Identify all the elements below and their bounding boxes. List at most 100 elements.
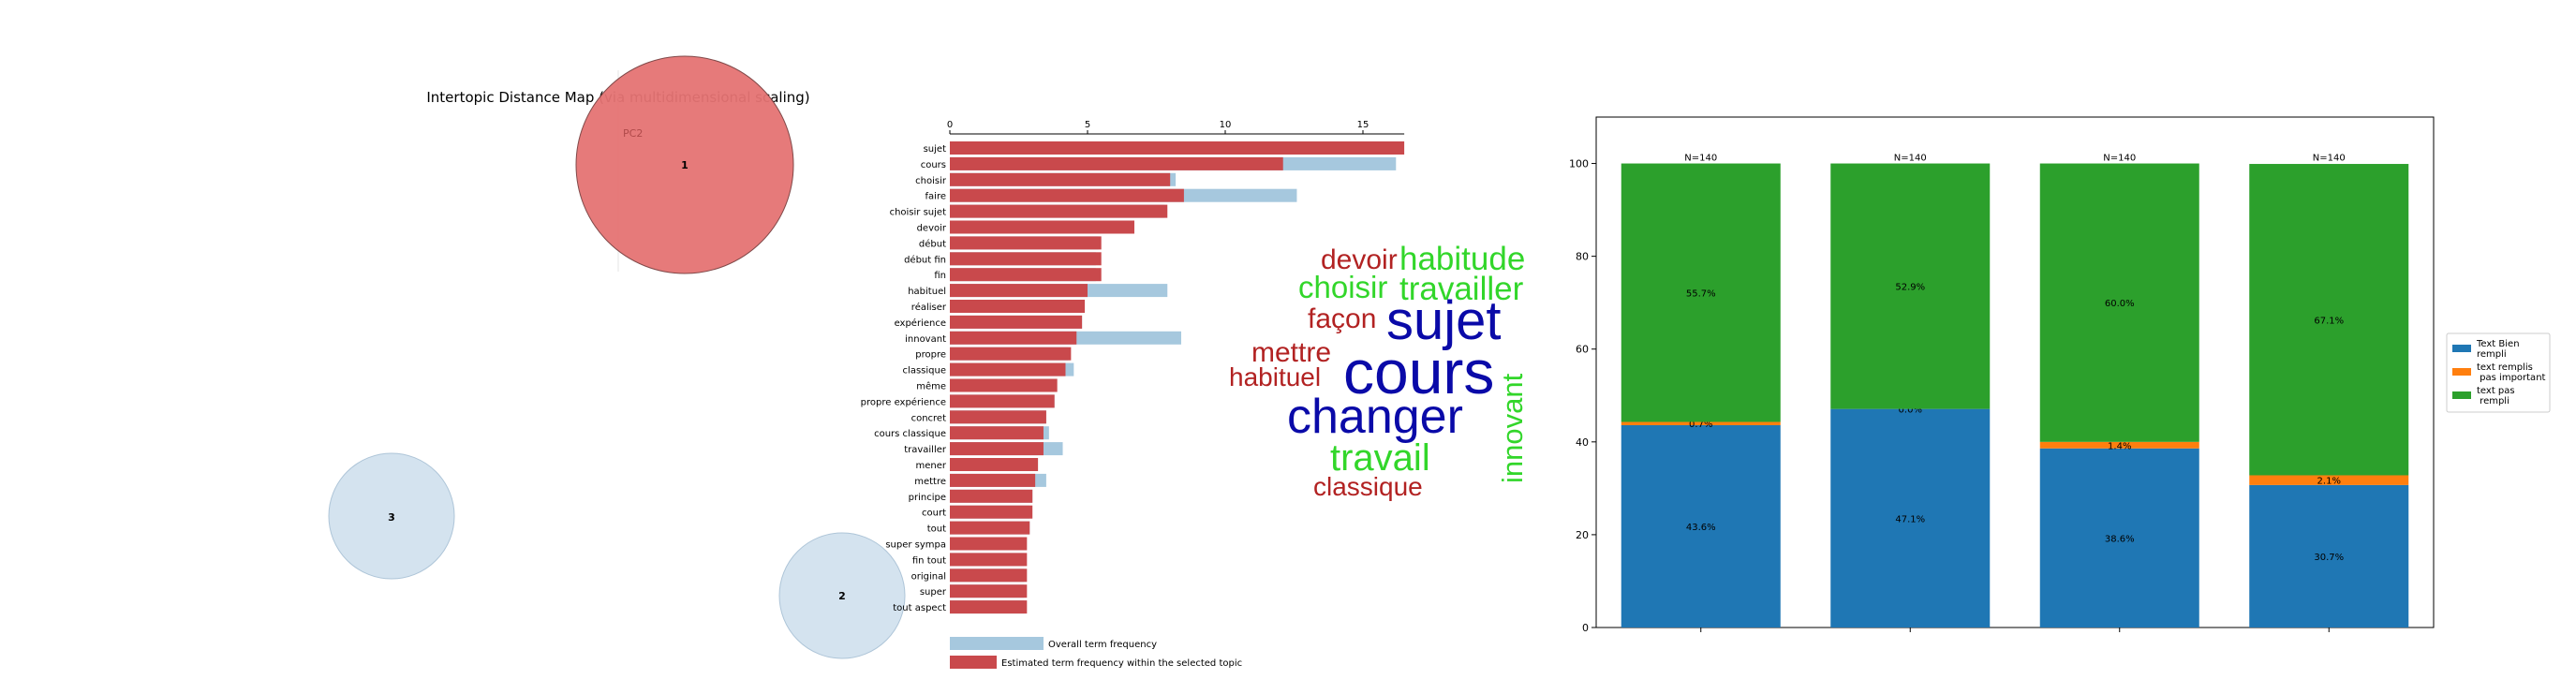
word-habitude: habitude xyxy=(1399,241,1525,277)
word-devoir: devoir xyxy=(1321,244,1398,275)
topic-frequency-bar xyxy=(950,141,1405,155)
stack-ytick-label: 80 xyxy=(1576,251,1589,263)
stack-segment-label: 43.6% xyxy=(1686,523,1716,533)
term-label: tout aspect xyxy=(893,603,946,613)
word-choisir: choisir xyxy=(1298,270,1387,304)
word-facon: façon xyxy=(1308,303,1376,334)
term-label: réaliser xyxy=(911,302,947,313)
topic-bubble-2[interactable] xyxy=(778,532,906,659)
term-label: devoir xyxy=(917,224,947,234)
stack-ytick-label: 40 xyxy=(1576,436,1589,449)
stack-segment xyxy=(2039,441,2199,449)
topic-frequency-bar xyxy=(950,300,1086,313)
topic-frequency-bar xyxy=(950,156,1283,170)
term-label: sujet xyxy=(924,144,946,155)
term-label: court xyxy=(922,509,946,519)
topic-frequency-bar xyxy=(950,236,1102,250)
stack-n-label: N=140 xyxy=(1684,154,1717,164)
stack-segment-label: 55.7% xyxy=(1686,289,1716,300)
topic-frequency-bar xyxy=(950,521,1030,535)
word-habituel: habituel xyxy=(1229,362,1321,391)
term-label: même xyxy=(916,381,946,392)
term-label: tout xyxy=(927,524,946,535)
topic-frequency-bar xyxy=(950,584,1028,598)
stack-segment-label: 1.4% xyxy=(2108,441,2131,451)
term-label: mener xyxy=(916,461,947,471)
word-travailler: travailler xyxy=(1399,271,1524,307)
stack-segment xyxy=(2249,164,2409,476)
stack-segment-label: 67.1% xyxy=(2314,316,2344,326)
topic-bubble-1[interactable] xyxy=(575,55,794,274)
topic-frequency-bar xyxy=(950,600,1028,614)
term-label: début fin xyxy=(904,254,946,265)
topic-frequency-bar xyxy=(950,394,1055,408)
stack-segment-label: 2.1% xyxy=(2317,477,2341,487)
stack-legend-label: text remplis pas important xyxy=(2477,362,2546,383)
stack-legend-label-line: rempli xyxy=(2477,349,2507,360)
stack-legend-swatch xyxy=(2452,391,2471,399)
stack-ytick-label: 60 xyxy=(1576,344,1589,356)
stack-segment xyxy=(2249,484,2409,628)
stack-legend-label-line: text remplis xyxy=(2477,362,2533,373)
term-label: propre expérience xyxy=(861,396,946,407)
legend-overall-label: Overall term frequency xyxy=(1048,640,1157,650)
stack-legend-box xyxy=(2446,332,2551,413)
stack-segment-label: 60.0% xyxy=(2105,299,2135,309)
term-label: innovant xyxy=(905,334,946,345)
word-innovant: innovant xyxy=(1496,373,1529,483)
term-label: fin xyxy=(934,271,946,281)
topic-frequency-bar xyxy=(950,220,1134,234)
topic-frequency-bar xyxy=(950,537,1028,551)
legend-topic-swatch xyxy=(950,656,997,669)
term-label: cours classique xyxy=(874,429,946,439)
topic-frequency-bar xyxy=(950,284,1088,298)
topic-frequency-bar xyxy=(950,315,1083,329)
stack-n-label: N=140 xyxy=(2313,154,2346,164)
stack-legend-swatch xyxy=(2452,368,2471,376)
stack-segment xyxy=(2039,448,2199,628)
stack-n-label: N=140 xyxy=(2103,154,2136,164)
stacked-bar-chart: 0 20 40 60 80 100 43.6% 0.7% 55.7% N=140 47.1% 0.0%… xyxy=(1569,116,2551,634)
term-label: début xyxy=(919,238,946,249)
stack-ytick-label: 100 xyxy=(1569,158,1589,170)
word-changer: changer xyxy=(1287,390,1463,444)
term-label: fin tout xyxy=(912,555,946,566)
term-label: super xyxy=(920,587,947,598)
stack-segment-label: 0.0% xyxy=(1899,406,1922,416)
stack-legend-label: Text Bien rempli xyxy=(2476,339,2520,360)
word-mettre: mettre xyxy=(1251,337,1331,368)
stack-legend-label-line: rempli xyxy=(2477,396,2509,406)
topic-bubble-3[interactable] xyxy=(328,452,455,580)
stack-segment xyxy=(1830,163,1991,409)
stack-segment-label: 52.9% xyxy=(1895,283,1925,293)
topic-frequency-bar xyxy=(950,442,1044,456)
stack-legend-label: text pas rempli xyxy=(2477,386,2515,406)
term-label: concret xyxy=(911,413,946,423)
term-label: mettre xyxy=(914,477,946,487)
stack-n-label: N=140 xyxy=(1894,154,1927,164)
topic-frequency-bar xyxy=(950,505,1033,519)
topic-frequency-bar xyxy=(950,489,1033,503)
legend-overall-swatch xyxy=(950,637,1044,650)
stack-segment xyxy=(1621,421,1781,425)
term-frequency-chart: 0 5 10 15 sujet cours choisir faire choisir suje… xyxy=(861,120,1405,669)
term-label: expérience xyxy=(895,317,946,329)
stack-ytick-label: 0 xyxy=(1582,622,1589,634)
term-label: super sympa xyxy=(885,540,946,551)
topic-frequency-bar xyxy=(950,204,1168,218)
topic-label-3: 3 xyxy=(388,511,395,524)
topic-frequency-bar xyxy=(950,268,1102,282)
term-label: choisir xyxy=(915,176,947,186)
stack-segment xyxy=(1621,424,1781,628)
stack-segment-label: 30.7% xyxy=(2314,553,2344,563)
word-sujet: sujet xyxy=(1386,290,1502,351)
word-classique: classique xyxy=(1313,472,1423,501)
stack-legend-label-line: pas important xyxy=(2477,373,2546,383)
stack-segment xyxy=(2249,475,2409,485)
word-cours: cours xyxy=(1343,337,1494,406)
stack-plot-frame xyxy=(1595,116,2435,628)
term-xtick-label: 15 xyxy=(1357,120,1369,130)
topic-frequency-bar xyxy=(950,252,1102,266)
term-label: faire xyxy=(925,192,946,202)
topic-frequency-bar xyxy=(950,410,1046,424)
